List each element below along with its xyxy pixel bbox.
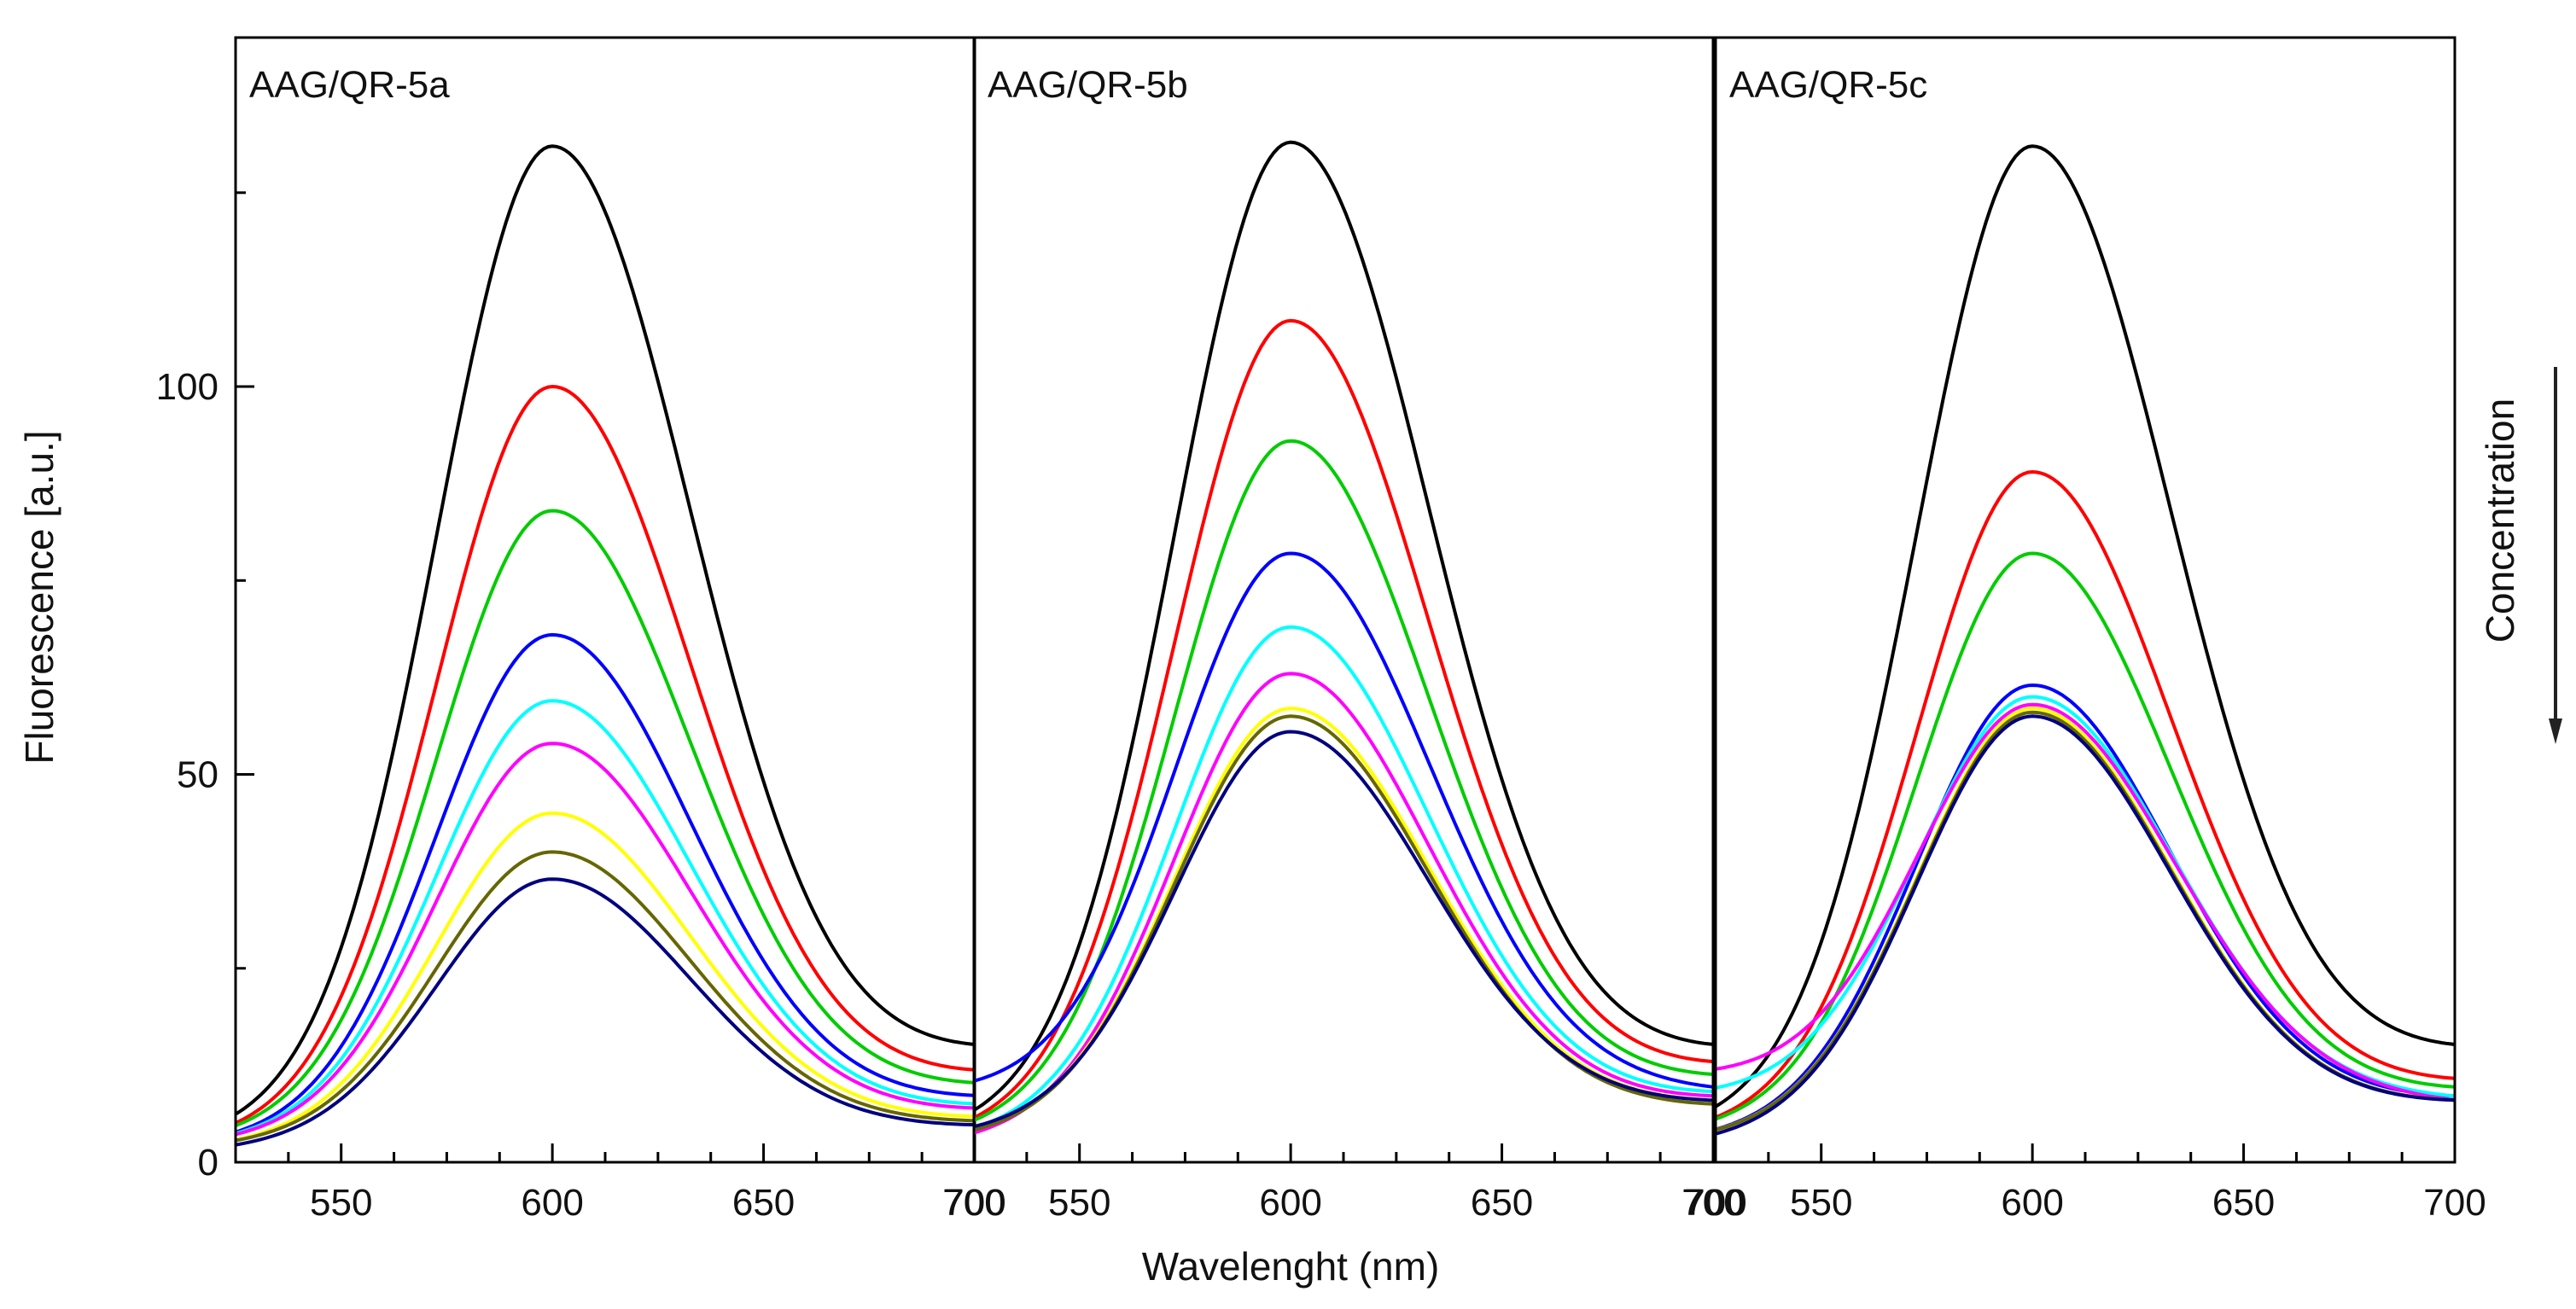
series-line-3-3 xyxy=(1715,551,2456,1121)
panel-1: 550 600 650 700 AAG/QR-5a 0 50 100 xyxy=(156,36,1006,1224)
x-tick-label: 650 xyxy=(1471,1182,1533,1224)
series-line-3-9 xyxy=(1715,714,2456,1136)
x-tick-label: 550 xyxy=(1048,1182,1110,1224)
panel-frame-1 xyxy=(234,36,976,1164)
series-line-2-2 xyxy=(973,318,1714,1120)
x-axis-title: Wavelenght (nm) xyxy=(1142,1244,1440,1289)
series-line-1-7 xyxy=(235,811,976,1142)
x-tick-label: 600 xyxy=(2001,1182,2063,1224)
series-line-1-8 xyxy=(235,850,976,1143)
panels-layer: 550 600 650 700 AAG/QR-5a 0 50 100 550 600 650 700 7… xyxy=(156,36,2486,1224)
series-line-3-2 xyxy=(1715,469,2456,1120)
series-line-1-1 xyxy=(234,144,976,1116)
series-line-3-6 xyxy=(1715,702,2456,1102)
concentration-arrow-head xyxy=(2549,718,2562,744)
x-tick-label: 650 xyxy=(2212,1182,2275,1224)
y-axis-title: Fluorescence [a.u.] xyxy=(17,430,61,764)
panel-label: AAG/QR-5b xyxy=(988,64,1188,106)
x-tick-label: 550 xyxy=(310,1182,372,1224)
x-tick-label: 600 xyxy=(1259,1182,1321,1224)
series-line-1-9 xyxy=(235,877,976,1147)
x-tick-label: 700 xyxy=(943,1182,1005,1224)
series-line-1-6 xyxy=(235,742,976,1137)
series-line-1-3 xyxy=(235,509,976,1128)
series-line-3-1 xyxy=(1714,144,2456,1108)
x-tick-label: 600 xyxy=(521,1182,583,1224)
concentration-label: Concentration xyxy=(2478,399,2522,643)
series-line-2-9 xyxy=(973,730,1714,1129)
series-line-1-2 xyxy=(235,384,976,1125)
series-line-2-6 xyxy=(973,672,1714,1135)
x-tick-label: 700 xyxy=(942,1182,1005,1224)
series-line-3-4 xyxy=(1715,683,2456,1132)
x-tick-label: 550 xyxy=(1790,1182,1852,1224)
series-line-1-4 xyxy=(235,632,976,1134)
x-tick-label: 650 xyxy=(732,1182,795,1224)
series-line-1-5 xyxy=(235,699,976,1136)
y-tick-label: 50 xyxy=(177,754,219,796)
panel-label: AAG/QR-5c xyxy=(1729,64,1927,106)
x-tick-label: 700 xyxy=(2423,1182,2486,1224)
series-line-2-1 xyxy=(972,140,1714,1112)
series-line-2-4 xyxy=(973,551,1714,1089)
series-line-2-5 xyxy=(973,625,1714,1130)
y-tick-label: 100 xyxy=(156,366,219,408)
series-line-2-7 xyxy=(973,707,1714,1132)
x-tick-label: 700 xyxy=(1681,1182,1744,1224)
panel-2: 550 600 650 700 700 AAG/QR-5b xyxy=(942,36,1745,1224)
x-tick-label: 700 xyxy=(1684,1182,1746,1224)
series-line-3-5 xyxy=(1715,695,2456,1098)
panel-label: AAG/QR-5a xyxy=(249,64,450,106)
panel-3: 550 600 650 700 700 AAG/QR-5c xyxy=(1684,36,2486,1224)
y-tick-label: 0 xyxy=(198,1142,219,1184)
